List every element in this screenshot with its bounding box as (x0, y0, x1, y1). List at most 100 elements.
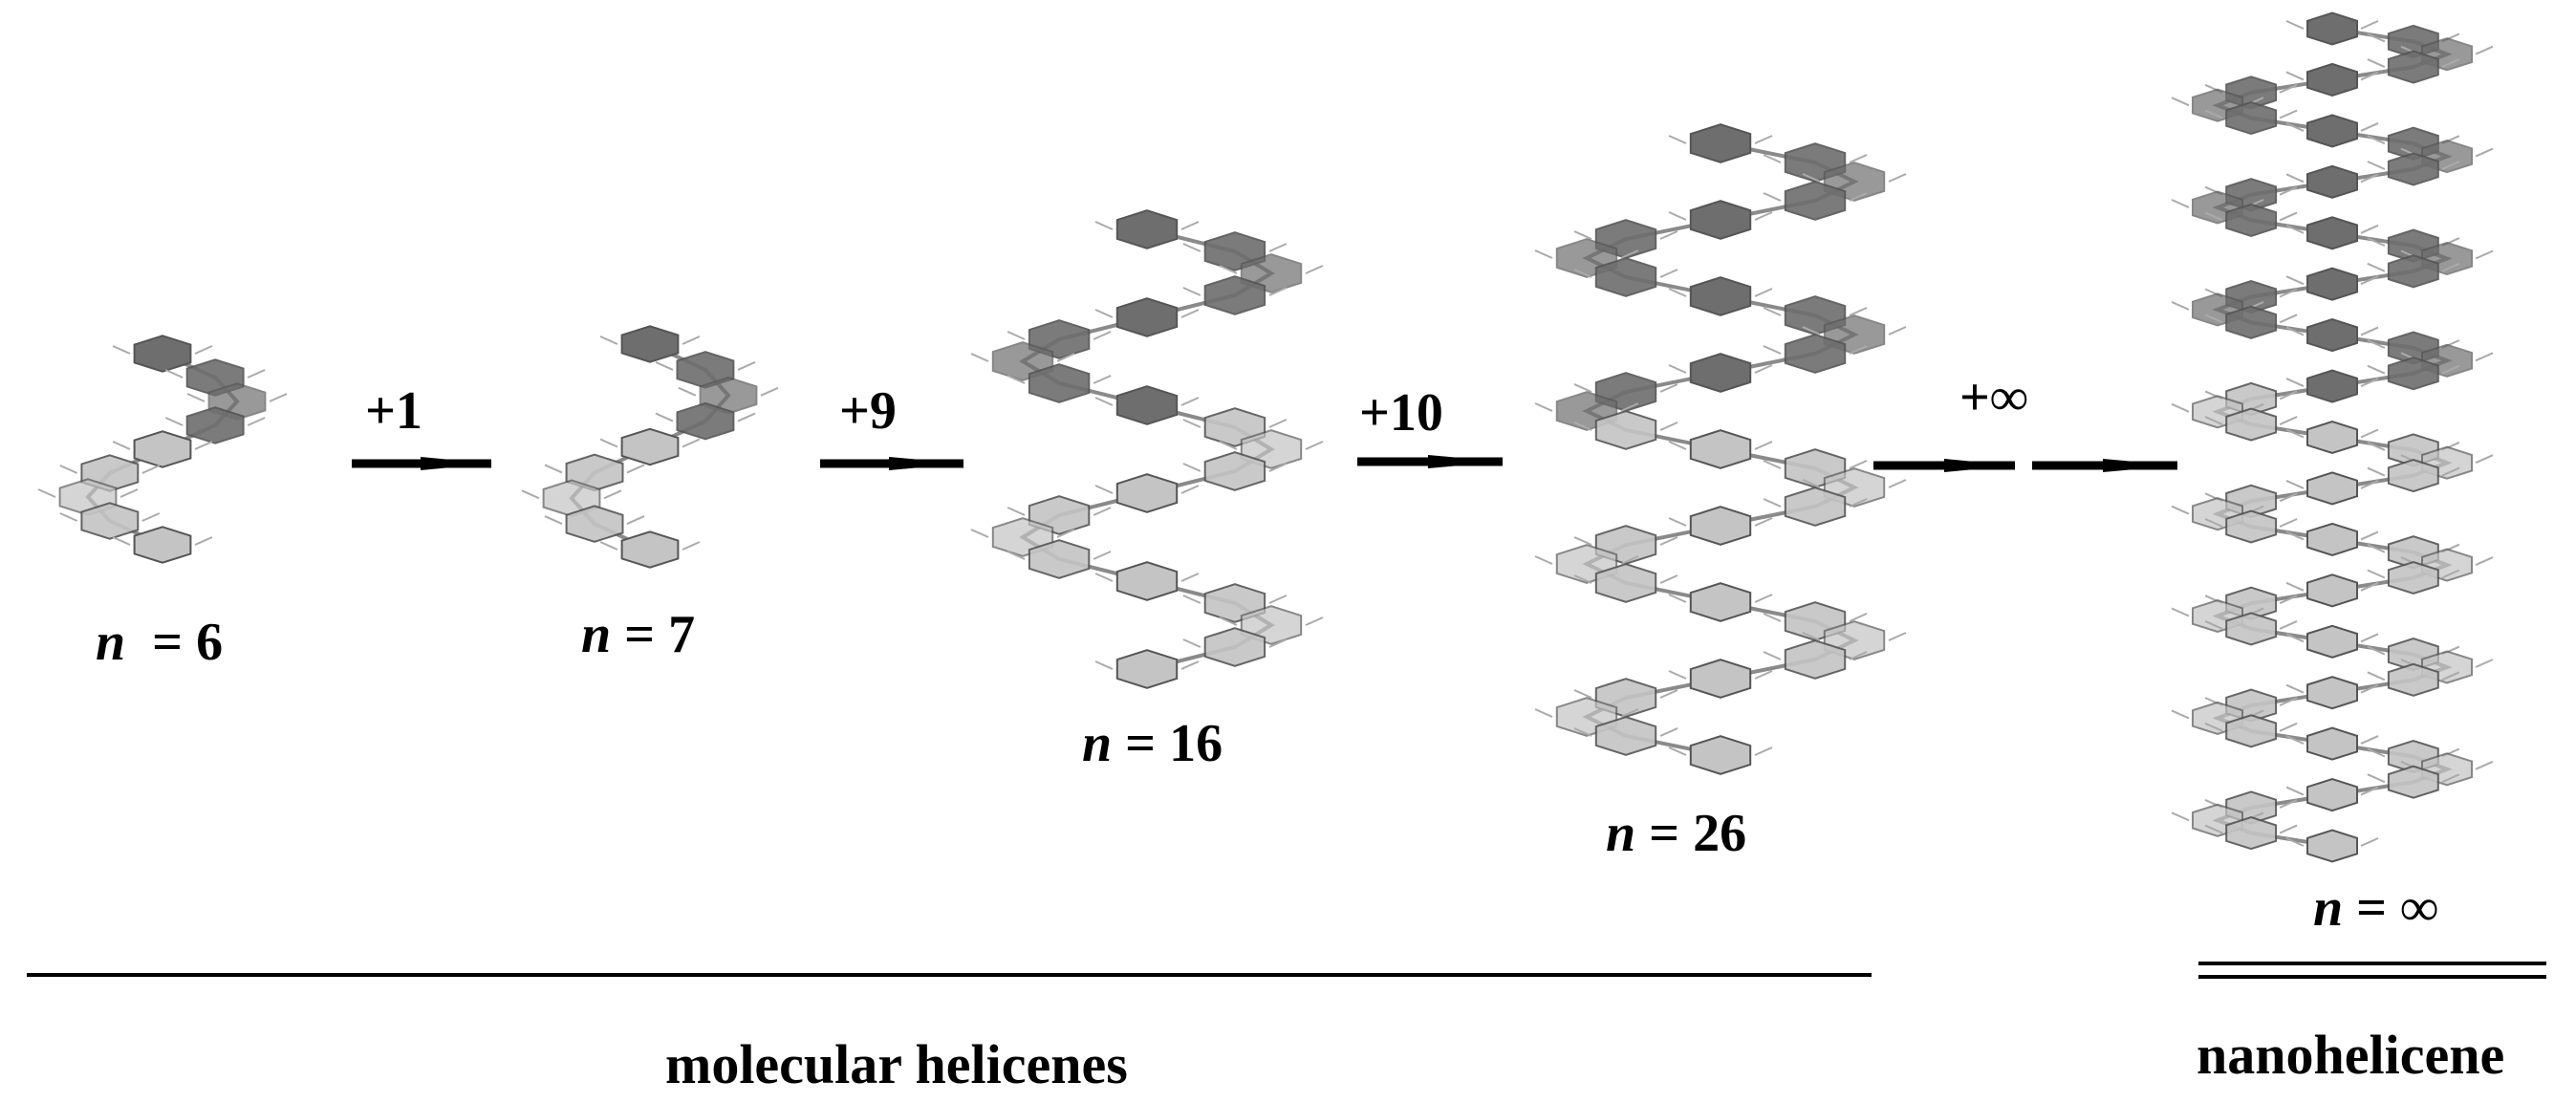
hydrogen-bond (655, 360, 674, 371)
hydrogen-bond (1659, 574, 1678, 584)
hydrogen-bond (2285, 581, 2305, 592)
benzene-ring (1594, 410, 1657, 450)
hydrogen-bond (1180, 485, 1200, 494)
hydrogen-bond (1659, 536, 1678, 546)
hydrogen-bond (1849, 345, 1868, 355)
hydrogen-bond (2204, 518, 2223, 528)
hydrogen-bond (1182, 419, 1201, 428)
benzene-ring (1203, 275, 1266, 315)
hydrogen-bond (2475, 147, 2494, 158)
hydrogen-bond (1219, 441, 1238, 450)
hydrogen-bond (186, 393, 206, 402)
hydrogen-bond (1007, 375, 1026, 384)
benzene-ring (133, 430, 192, 468)
hydrogen-bond (2441, 364, 2460, 375)
hydrogen-bond (2171, 97, 2190, 107)
benzene-ring (1203, 627, 1266, 667)
hydrogen-bond (2367, 466, 2386, 477)
hydrogen-bond (2367, 262, 2386, 272)
helicene-n-6-structure (37, 335, 288, 564)
hydrogen-bond (1888, 632, 1907, 641)
benzene-ring (1115, 385, 1179, 425)
hydrogen-bond (1534, 708, 1553, 718)
hydrogen-bond (2285, 20, 2305, 30)
hydrogen-bond (2360, 683, 2379, 694)
benzene-ring (1689, 276, 1752, 316)
benzene-ring (2306, 318, 2358, 353)
hydrogen-bond (2360, 633, 2379, 643)
benzene-ring (1115, 297, 1179, 337)
benzene-ring (1689, 659, 1752, 699)
benzene-ring (1689, 429, 1752, 469)
benzene-ring (2225, 714, 2278, 748)
hydrogen-bond (1668, 441, 1687, 450)
hydrogen-bond (2360, 20, 2379, 30)
hydrogen-bond (737, 412, 756, 422)
benzene-ring (1784, 487, 1847, 527)
hydrogen-bond (2441, 569, 2460, 579)
hydrogen-bond (164, 369, 184, 378)
hydrogen-bond (2279, 211, 2298, 222)
hydrogen-bond (1219, 616, 1238, 626)
benzene-ring (1028, 539, 1091, 579)
benzene-ring (620, 325, 680, 363)
hydrogen-bond (2441, 466, 2460, 477)
hydrogen-bond (970, 529, 989, 538)
hydrogen-bond (2441, 161, 2460, 170)
hydrogen-bond (1094, 397, 1114, 406)
hydrogen-bond (1534, 402, 1553, 412)
hydrogen-bond (1668, 746, 1687, 756)
hydrogen-bond (112, 345, 131, 355)
benzene-ring (1115, 649, 1179, 689)
hydrogen-bond (2360, 121, 2379, 132)
benzene-ring (2306, 726, 2358, 761)
hydrogen-bond (194, 536, 213, 546)
step-arrow-1 (352, 457, 491, 470)
hydrogen-bond (1268, 638, 1288, 648)
hydrogen-bond (1305, 616, 1324, 626)
hydrogen-bond (603, 489, 622, 500)
hydrogen-bond (1182, 595, 1201, 604)
hydrogen-bond (2441, 671, 2460, 681)
hydrogen-bond (2367, 543, 2386, 553)
hydrogen-bond (599, 335, 618, 345)
hydrogen-bond (1754, 135, 1773, 144)
nanohelicene-structure (2171, 11, 2494, 863)
hydrogen-bond (1668, 594, 1687, 603)
hydrogen-bond (2285, 530, 2305, 541)
hydrogen-bond (2279, 288, 2298, 298)
hydrogen-bond (1534, 249, 1553, 259)
step-arrow-4a (1873, 459, 2015, 472)
hydrogen-bond (2360, 735, 2379, 746)
hydrogen-bond (655, 412, 674, 422)
hydrogen-bond (2285, 173, 2305, 184)
hydrogen-bond (1849, 613, 1868, 622)
benzene-ring (133, 526, 192, 564)
hydrogen-bond (1754, 441, 1773, 450)
benzene-ring (1784, 181, 1847, 221)
benzene-ring (2306, 829, 2358, 863)
hydrogen-bond (1659, 383, 1678, 393)
hydrogen-bond (2360, 224, 2379, 234)
hydrogen-bond (2279, 595, 2298, 605)
hydrogen-bond (1888, 173, 1907, 183)
hydrogen-bond (1180, 573, 1200, 582)
hydrogen-bond (1763, 307, 1782, 316)
hydrogen-bond (2279, 83, 2298, 94)
hydrogen-bond (112, 441, 131, 450)
hydrogen-bond (521, 489, 540, 500)
hydrogen-bond (2360, 837, 2379, 847)
step-label-3: +10 (1359, 383, 1443, 443)
hydrogen-bond (2279, 824, 2298, 834)
hydrogen-bond (2475, 45, 2494, 55)
benzene-ring (1594, 563, 1657, 603)
hydrogen-bond (1620, 555, 1639, 565)
hydrogen-bond (970, 353, 989, 362)
hydrogen-bond (1849, 307, 1868, 316)
benzene-ring (80, 502, 140, 540)
hydrogen-bond (2475, 249, 2494, 260)
hydrogen-bond (1180, 660, 1200, 670)
hydrogen-bond (1668, 211, 1687, 221)
benzene-ring (2225, 203, 2278, 237)
benzene-ring (2225, 407, 2278, 442)
